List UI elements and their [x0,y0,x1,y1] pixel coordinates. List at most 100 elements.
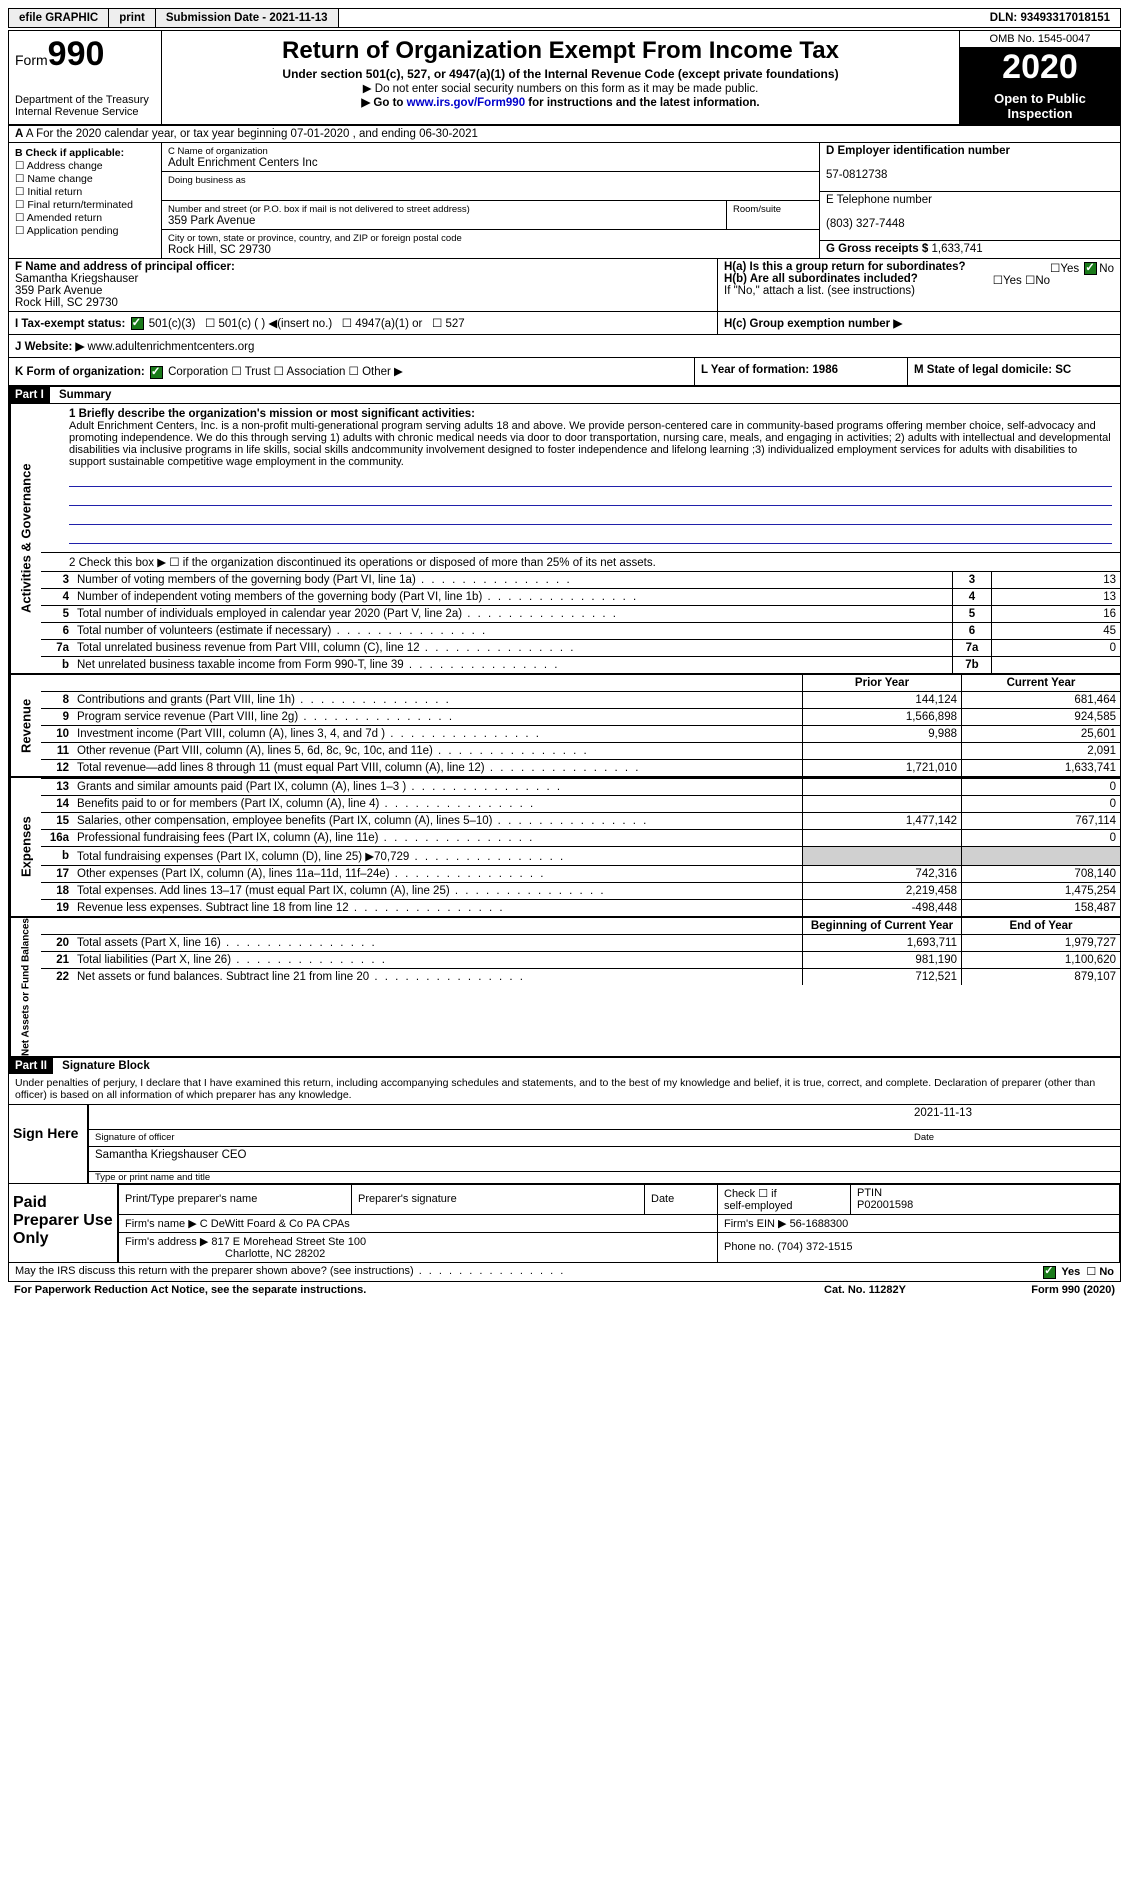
check-amended[interactable]: ☐ Amended return [15,212,155,224]
firm-addr: 817 E Morehead Street Ste 100 [211,1236,366,1248]
discuss-row: May the IRS discuss this return with the… [9,1262,1120,1281]
check-name[interactable]: ☐ Name change [15,173,155,185]
row-i: I Tax-exempt status: 501(c)(3) ☐ 501(c) … [9,312,1120,335]
state-domicile: M State of legal domicile: SC [907,358,1120,384]
date-label: Date [914,1132,1114,1144]
box-c-label: C Name of organization [168,146,268,157]
discuss-yes-check[interactable] [1043,1266,1056,1279]
paid-preparer-label: Paid Preparer Use Only [9,1184,117,1262]
ein-label: D Employer identification number [826,145,1010,157]
ein-value: 57-0812738 [826,169,887,181]
firm-city: Charlotte, NC 28202 [225,1248,325,1260]
ptin-cell: PTINP02001598 [851,1184,1120,1214]
efile-label: efile GRAPHIC [9,9,109,27]
city-value: Rock Hill, SC 29730 [168,244,271,256]
part1-header: Part I Summary [9,387,1120,404]
row-k: K Form of organization: Corporation ☐ Tr… [9,358,1120,386]
phone-label: Phone no. [724,1241,774,1253]
submission-date: Submission Date - 2021-11-13 [156,9,339,27]
side-governance: Activities & Governance [9,404,41,673]
print-button[interactable]: print [109,9,156,27]
part1-title: Summary [53,387,117,403]
gov-table: 3Number of voting members of the governi… [41,571,1120,673]
officer-typed-name: Samantha Kriegshauser CEO [95,1149,247,1169]
row-j: J Website: ▶ www.adultenrichmentcenters.… [9,335,1120,358]
prep-date-hdr: Date [645,1184,718,1214]
phone-value: (704) 372-1515 [777,1241,852,1253]
tel-value: (803) 327-7448 [826,218,905,230]
part1-badge: Part I [9,387,50,403]
tel-label: E Telephone number [826,194,932,206]
paid-preparer-block: Paid Preparer Use Only Print/Type prepar… [9,1183,1120,1262]
city-label: City or town, state or province, country… [168,233,462,244]
firm-addr-label: Firm's address ▶ [125,1236,208,1248]
hb-note: If "No," attach a list. (see instruction… [724,285,1114,297]
cat-no: Cat. No. 11282Y [765,1284,965,1296]
firm-ein-label: Firm's EIN ▶ [724,1218,787,1230]
check-pending[interactable]: ☐ Application pending [15,225,155,237]
form-number: 990 [48,35,105,73]
side-revenue: Revenue [9,675,41,776]
perjury-text: Under penalties of perjury, I declare th… [9,1074,1120,1105]
part2-title: Signature Block [56,1058,156,1074]
hc-question: H(c) Group exemption number ▶ [717,312,1120,334]
dba-label: Doing business as [168,175,246,186]
form-version: Form 990 (2020) [965,1284,1115,1296]
irs-link[interactable]: www.irs.gov/Form990 [407,97,525,109]
mission-block: 1 Briefly describe the organization's mi… [41,404,1120,553]
prep-name-hdr: Print/Type preparer's name [119,1184,352,1214]
website-label: J Website: ▶ [15,341,84,353]
box-f-label: F Name and address of principal officer: [15,261,235,273]
part2-header: Part II Signature Block [9,1056,1120,1074]
room-label: Room/suite [733,204,781,215]
name-title-label: Type or print name and title [89,1172,1120,1183]
tax-status-label: I Tax-exempt status: [15,318,125,330]
page-footer: For Paperwork Reduction Act Notice, see … [8,1282,1121,1298]
officer-addr2: Rock Hill, SC 29730 [15,297,118,309]
side-expenses: Expenses [9,778,41,916]
omb-number: OMB No. 1545-0047 [960,31,1120,48]
q2-line: 2 Check this box ▶ ☐ if the organization… [41,553,1120,571]
row-fh: F Name and address of principal officer:… [9,259,1120,312]
check-501c3[interactable] [131,317,144,330]
firm-name: C DeWitt Foard & Co PA CPAs [200,1218,350,1230]
form-subtitle-2: ▶ Do not enter social security numbers o… [168,81,953,95]
form-title: Return of Organization Exempt From Incom… [168,37,953,65]
line-a: A A For the 2020 calendar year, or tax y… [9,126,1120,143]
sign-date: 2021-11-13 [914,1107,1114,1127]
mission-text: Adult Enrichment Centers, Inc. is a non-… [69,420,1112,468]
tax-year: 2020 [960,48,1120,88]
check-final[interactable]: ☐ Final return/terminated [15,199,155,211]
ha-no-check[interactable] [1084,262,1097,275]
self-emp-hdr: Check ☐ ifself-employed [718,1184,851,1214]
net-table: Beginning of Current YearEnd of Year20To… [41,918,1120,985]
check-address[interactable]: ☐ Address change [15,160,155,172]
sign-here-block: Sign Here 2021-11-13 Signature of office… [9,1105,1120,1183]
top-toolbar: efile GRAPHIC print Submission Date - 20… [8,8,1121,28]
form-subtitle-1: Under section 501(c), 527, or 4947(a)(1)… [168,67,953,81]
form-label: Form [15,52,48,68]
check-initial[interactable]: ☐ Initial return [15,186,155,198]
sig-officer-label: Signature of officer [95,1132,914,1144]
check-corp[interactable] [150,366,163,379]
dept-treasury: Department of the TreasuryInternal Reven… [15,94,155,118]
form-subtitle-3: ▶ Go to www.irs.gov/Form990 for instruct… [168,95,953,109]
form-header: Form990 Department of the TreasuryIntern… [9,31,1120,126]
part2-badge: Part II [9,1058,53,1074]
box-b-title: B Check if applicable: [15,147,124,159]
exp-table: 13Grants and similar amounts paid (Part … [41,778,1120,916]
org-name: Adult Enrichment Centers Inc [168,157,318,169]
paperwork-notice: For Paperwork Reduction Act Notice, see … [14,1284,765,1296]
street-label: Number and street (or P.O. box if mail i… [168,204,470,215]
side-netassets: Net Assets or Fund Balances [9,918,41,1056]
discuss-question: May the IRS discuss this return with the… [15,1265,1041,1279]
rev-table: Prior YearCurrent Year8Contributions and… [41,675,1120,776]
section-bcd: B Check if applicable: ☐ Address change … [9,143,1120,259]
gross-label: G Gross receipts $ [826,243,928,255]
prep-sig-hdr: Preparer's signature [352,1184,645,1214]
open-public: Open to PublicInspection [960,88,1120,124]
sign-here-label: Sign Here [9,1105,87,1183]
gross-value: 1,633,741 [931,243,982,255]
officer-name: Samantha Kriegshauser [15,273,138,285]
website-value: www.adultenrichmentcenters.org [88,341,255,353]
